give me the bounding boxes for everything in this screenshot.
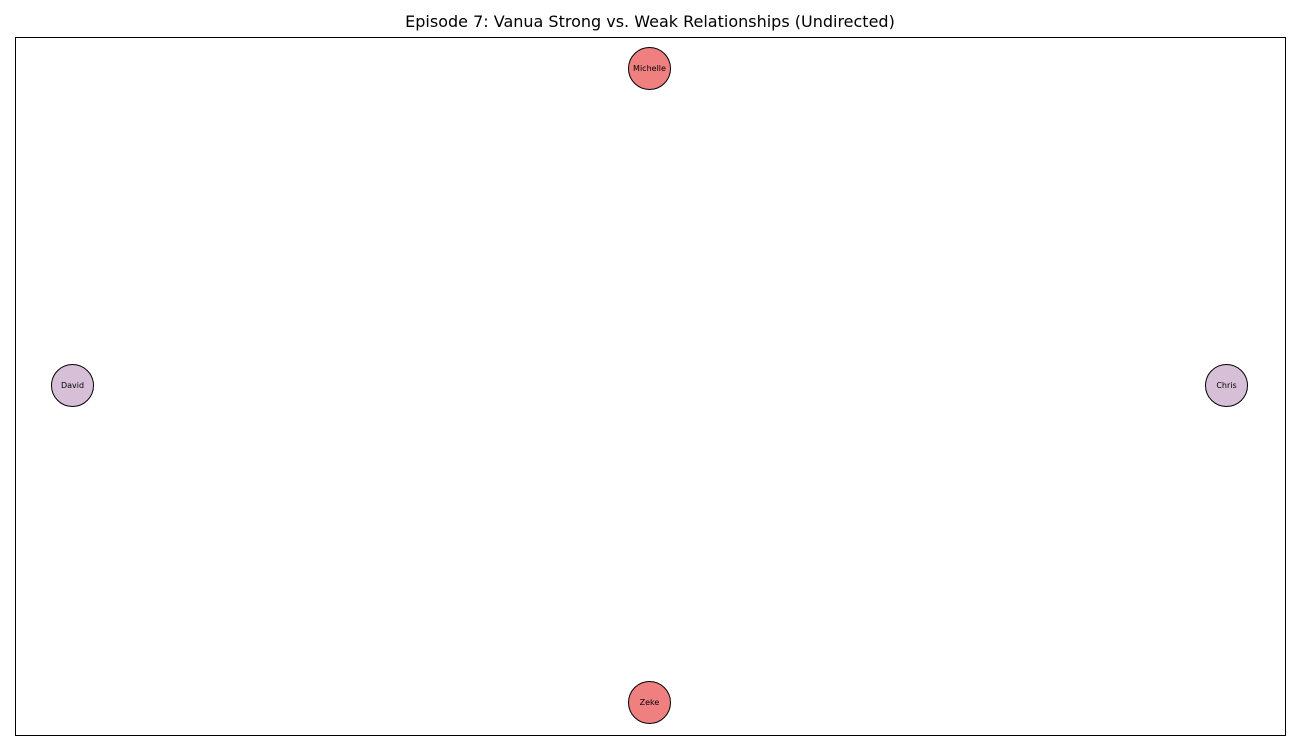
node-zeke: Zeke [628, 681, 671, 724]
node-david: David [51, 364, 94, 407]
chart-title: Episode 7: Vanua Strong vs. Weak Relatio… [405, 12, 895, 31]
graph-frame [15, 37, 1286, 736]
node-michelle: Michelle [628, 47, 671, 90]
node-chris: Chris [1205, 364, 1248, 407]
